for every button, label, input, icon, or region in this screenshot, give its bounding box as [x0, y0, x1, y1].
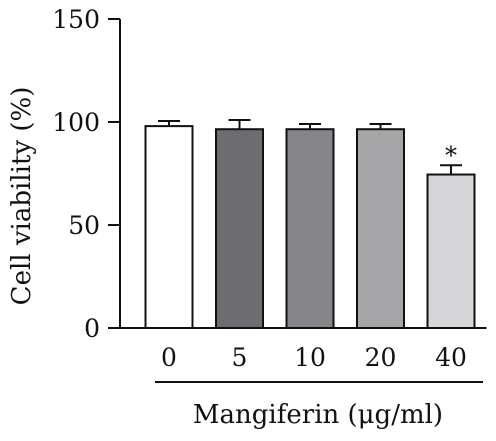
x-axis-title: Mangiferin (μg/ml) [193, 400, 443, 430]
bar-0 [144, 125, 194, 330]
y-tick-label: 100 [52, 108, 100, 137]
bar-20 [356, 128, 405, 329]
x-tick-label: 40 [435, 343, 467, 372]
bar-40 [426, 173, 476, 329]
x-tick-label: 10 [294, 343, 326, 372]
x-tick-label: 5 [232, 343, 248, 372]
x-axis: 0 5 10 20 40 [120, 327, 487, 372]
bars: * [144, 118, 476, 330]
y-tick-label: 0 [84, 314, 100, 343]
x-tick-label: 0 [161, 343, 177, 372]
significance-marker: * [445, 141, 457, 169]
y-axis: 0 50 100 150 [52, 5, 121, 343]
bar-5 [215, 128, 264, 329]
y-axis-title: Cell viability (%) [7, 87, 37, 306]
y-tick-label: 50 [68, 211, 100, 240]
y-tick-label: 150 [52, 5, 100, 34]
x-tick-label: 20 [365, 343, 397, 372]
bar-10 [285, 128, 335, 329]
